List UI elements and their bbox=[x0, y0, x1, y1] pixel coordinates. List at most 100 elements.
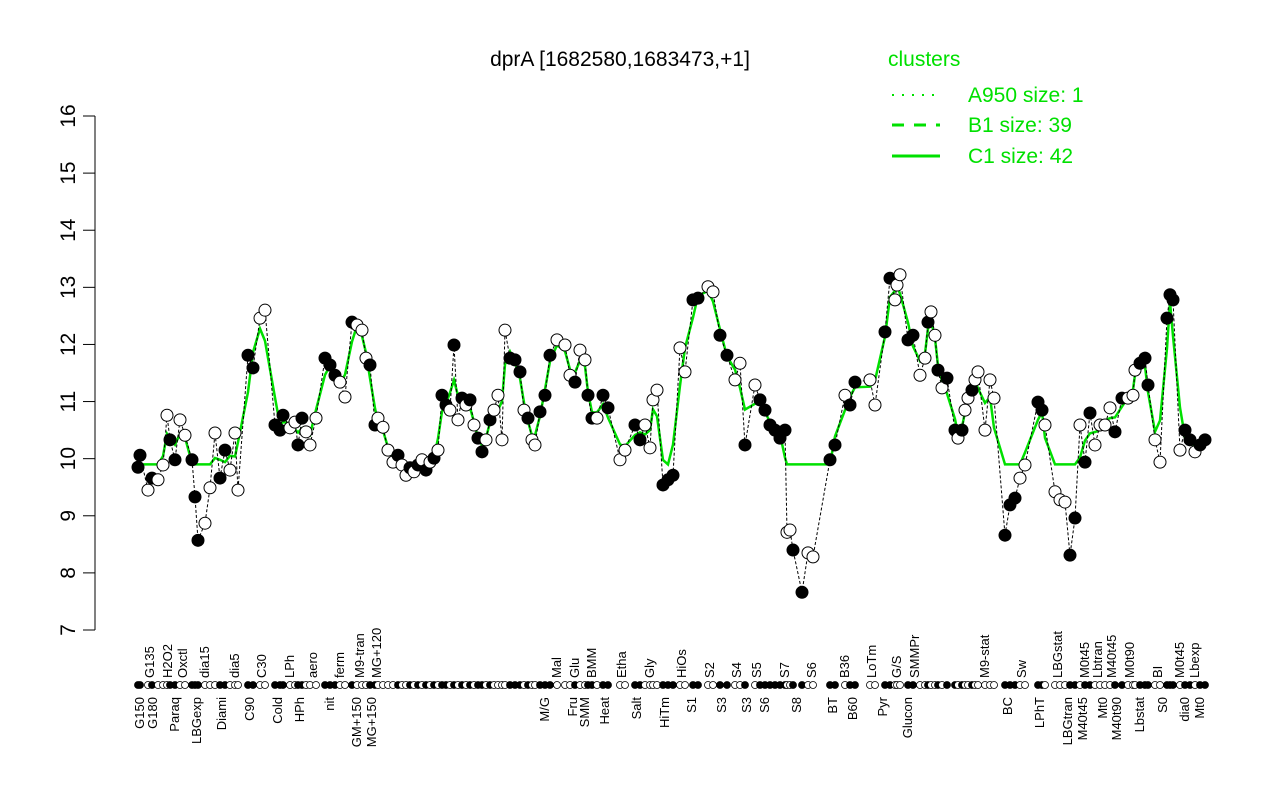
x-label-bottom: Lbstat bbox=[1132, 697, 1147, 733]
data-point bbox=[431, 443, 445, 457]
data-point bbox=[381, 443, 395, 457]
data-point bbox=[156, 458, 170, 472]
x-label-top: Mal bbox=[549, 657, 564, 678]
data-point bbox=[475, 445, 489, 459]
condition-dot-row bbox=[134, 681, 1209, 689]
condition-dot bbox=[553, 681, 561, 689]
data-point bbox=[978, 423, 992, 437]
x-label-top: Lbexp bbox=[1187, 643, 1202, 678]
data-point bbox=[1108, 425, 1122, 439]
x-label-bottom: dia0 bbox=[1177, 697, 1192, 722]
x-label-top: SMMPr bbox=[907, 634, 922, 678]
data-point bbox=[223, 463, 237, 477]
x-label-bottom: Glucon bbox=[900, 697, 915, 738]
data-point bbox=[888, 293, 902, 307]
data-point bbox=[596, 388, 610, 402]
condition-dot bbox=[694, 681, 702, 689]
condition-dot bbox=[1169, 681, 1177, 689]
y-tick-label: 15 bbox=[57, 161, 80, 184]
x-label-top: M0t45 bbox=[1077, 642, 1092, 678]
x-label-bottom: S1 bbox=[684, 697, 699, 713]
condition-dot bbox=[681, 681, 689, 689]
data-point bbox=[1166, 293, 1180, 307]
x-label-bottom: S3 bbox=[739, 697, 754, 713]
data-point bbox=[928, 328, 942, 342]
chart-title: dprA [1682580,1683473,+1] bbox=[490, 48, 750, 71]
x-label-bottom: Cold bbox=[270, 697, 285, 724]
y-tick-label: 7 bbox=[57, 624, 80, 636]
x-label-bottom: BT bbox=[825, 697, 840, 714]
data-point bbox=[168, 453, 182, 467]
data-point bbox=[1103, 401, 1117, 415]
data-point bbox=[558, 338, 572, 352]
x-label-top: M9-stat bbox=[977, 634, 992, 678]
condition-dot bbox=[621, 681, 629, 689]
x-label-top: dia5 bbox=[227, 653, 242, 678]
data-point bbox=[338, 390, 352, 404]
data-point bbox=[228, 426, 242, 440]
data-point bbox=[823, 453, 837, 467]
data-point bbox=[498, 323, 512, 337]
x-label-bottom: Diami bbox=[214, 697, 229, 730]
x-label-top: M0t90 bbox=[1122, 642, 1137, 678]
x-label-top: G/S bbox=[889, 655, 904, 678]
data-point bbox=[958, 403, 972, 417]
data-point bbox=[213, 471, 227, 485]
data-point bbox=[508, 353, 522, 367]
x-label-bottom: B60 bbox=[845, 697, 860, 720]
data-point bbox=[998, 528, 1012, 542]
data-point bbox=[1078, 455, 1092, 469]
legend: clusters A950 size: 1 B1 size: 39 C1 siz… bbox=[888, 48, 1084, 168]
x-label-top: G135 bbox=[142, 646, 157, 678]
x-label-bottom: G150 bbox=[132, 697, 147, 729]
data-point bbox=[955, 423, 969, 437]
x-label-bottom: LBGtran bbox=[1060, 697, 1075, 745]
x-label-bottom: G180 bbox=[145, 697, 160, 729]
condition-dot bbox=[909, 681, 917, 689]
data-point bbox=[333, 375, 347, 389]
data-point bbox=[299, 425, 313, 439]
y-tick-label: 12 bbox=[57, 333, 80, 356]
x-label-top: B36 bbox=[837, 655, 852, 678]
x-label-top: Lbtran bbox=[1090, 641, 1105, 678]
data-point bbox=[1063, 548, 1077, 562]
condition-dot bbox=[1144, 681, 1152, 689]
data-point bbox=[538, 388, 552, 402]
x-label-top: LBGstat bbox=[1050, 631, 1065, 678]
x-label-top: Glu bbox=[567, 658, 582, 678]
data-point bbox=[868, 398, 882, 412]
data-point bbox=[1013, 471, 1027, 485]
data-point bbox=[1160, 311, 1174, 325]
x-label-bottom: C90 bbox=[242, 697, 257, 721]
data-point bbox=[1018, 458, 1032, 472]
data-point bbox=[295, 411, 309, 425]
data-point bbox=[528, 438, 542, 452]
condition-dot bbox=[546, 681, 554, 689]
condition-dot bbox=[974, 681, 982, 689]
y-tick-label: 11 bbox=[57, 391, 80, 413]
condition-dot bbox=[669, 681, 677, 689]
condition-dot bbox=[261, 681, 269, 689]
condition-dot bbox=[194, 681, 202, 689]
x-label-top: Oxctl bbox=[175, 648, 190, 678]
data-point bbox=[463, 393, 477, 407]
x-label-top: M40t45 bbox=[1104, 635, 1119, 678]
condition-dot bbox=[990, 681, 998, 689]
data-point bbox=[678, 365, 692, 379]
data-point bbox=[173, 413, 187, 427]
x-label-top: LPh bbox=[282, 655, 297, 678]
data-point bbox=[863, 373, 877, 387]
data-point bbox=[218, 443, 232, 457]
legend-entry-a950: A950 size: 1 bbox=[968, 84, 1084, 107]
data-point bbox=[1038, 418, 1052, 432]
data-point bbox=[443, 403, 457, 417]
data-point bbox=[578, 353, 592, 367]
condition-dot bbox=[279, 681, 287, 689]
data-point bbox=[987, 391, 1001, 405]
x-label-bottom: Heat bbox=[597, 697, 612, 725]
data-point bbox=[1073, 418, 1087, 432]
data-point bbox=[1126, 388, 1140, 402]
data-point bbox=[906, 328, 920, 342]
data-point bbox=[487, 403, 501, 417]
data-point bbox=[753, 393, 767, 407]
